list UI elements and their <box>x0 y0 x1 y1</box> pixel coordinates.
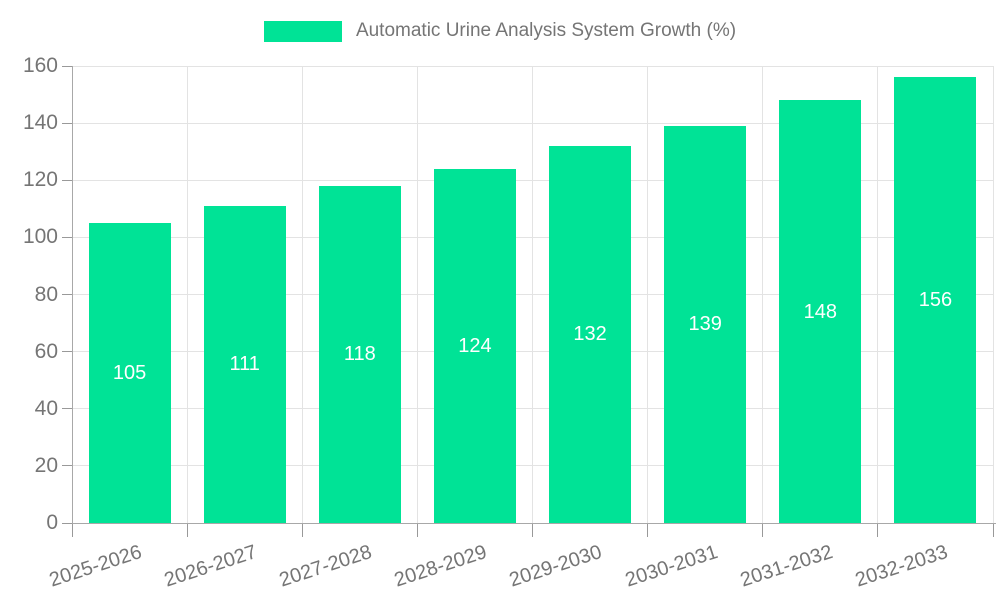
x-tick <box>71 523 73 537</box>
y-tick <box>62 65 72 67</box>
y-tick <box>62 351 72 353</box>
y-tick <box>62 465 72 467</box>
bar[interactable] <box>433 168 516 523</box>
y-tick <box>62 179 72 181</box>
y-tick-label: 80 <box>34 282 58 306</box>
x-tick-label: 2026-2027 <box>161 541 260 592</box>
gridline-v <box>992 66 994 523</box>
legend-label: Automatic Urine Analysis System Growth (… <box>355 20 737 41</box>
bar[interactable] <box>88 223 171 523</box>
y-tick-label: 40 <box>34 396 58 420</box>
x-tick <box>992 523 994 537</box>
y-tick-label: 120 <box>22 168 58 192</box>
y-tick-label: 20 <box>34 453 58 477</box>
bar[interactable] <box>203 205 286 523</box>
y-tick <box>62 236 72 238</box>
bar-value-label: 105 <box>112 362 147 385</box>
x-tick-label: 2029-2030 <box>507 541 605 592</box>
y-axis-line <box>71 66 73 524</box>
y-tick <box>62 408 72 410</box>
bar[interactable] <box>664 125 747 523</box>
legend-swatch <box>263 20 342 42</box>
x-tick <box>416 523 418 537</box>
bar-value-label: 139 <box>688 313 722 336</box>
bar[interactable] <box>318 185 401 523</box>
y-tick <box>62 294 72 295</box>
gridline-v <box>416 66 418 523</box>
x-tick-label: 2031-2032 <box>737 541 836 592</box>
gridline-v <box>762 66 764 523</box>
x-tick-label: 2025-2026 <box>46 541 145 592</box>
y-tick-label: 100 <box>22 225 58 249</box>
bar[interactable] <box>894 77 977 523</box>
bar[interactable] <box>549 145 632 523</box>
x-tick <box>647 523 649 537</box>
bar-value-label: 132 <box>573 323 607 346</box>
bar-value-label: 148 <box>803 300 837 323</box>
x-tick-label: 2027-2028 <box>276 541 375 592</box>
gridline-v <box>532 66 533 523</box>
x-tick-label: 2032-2033 <box>852 541 951 592</box>
gridline-v <box>647 66 649 523</box>
x-tick <box>301 523 303 537</box>
gridline-v <box>301 66 303 523</box>
bar-value-label: 118 <box>343 343 376 366</box>
bar-value-label: 111 <box>229 353 260 376</box>
x-tick <box>762 523 764 537</box>
y-tick-label: 60 <box>34 339 58 363</box>
x-axis-line <box>72 522 996 524</box>
bar-value-label: 156 <box>918 289 953 312</box>
x-tick <box>532 523 533 537</box>
x-tick <box>186 523 188 537</box>
x-tick-label: 2028-2029 <box>391 541 490 592</box>
x-tick <box>877 523 879 537</box>
y-tick <box>62 122 72 124</box>
y-tick-label: 160 <box>22 54 58 77</box>
bar[interactable] <box>779 100 862 523</box>
gridline-v <box>186 66 188 523</box>
x-tick-label: 2030-2031 <box>622 541 720 592</box>
bar-value-label: 124 <box>458 334 492 357</box>
y-tick <box>62 522 72 524</box>
chart-legend[interactable]: Automatic Urine Analysis System Growth (… <box>0 20 1000 42</box>
gridline-v <box>877 66 879 523</box>
y-tick-label: 140 <box>22 111 58 135</box>
y-tick-label: 0 <box>46 511 58 534</box>
